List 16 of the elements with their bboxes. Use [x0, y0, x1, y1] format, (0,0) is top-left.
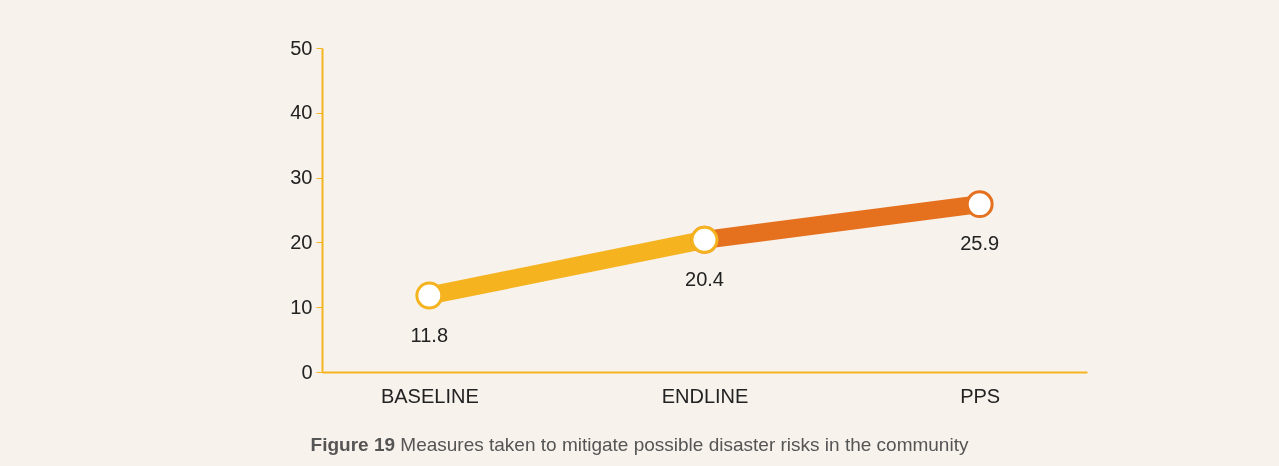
x-tick-label: ENDLINE: [661, 384, 749, 407]
y-tick-label: 50: [290, 36, 313, 59]
text: Figure 19: [310, 434, 396, 455]
y-tick-label: 10: [290, 295, 313, 318]
text: Measures taken to mitigate possible disaster risks in the community: [400, 434, 969, 455]
x-tick-label: BASELINE: [380, 384, 479, 407]
y-tick-label: 30: [290, 166, 313, 189]
data-label: 11.8: [410, 323, 449, 346]
y-tick-label: 0: [301, 360, 313, 383]
data-label: 25.9: [960, 232, 1000, 255]
point: [965, 190, 994, 219]
x-tick-label: PPS: [960, 384, 1001, 407]
y-tick-label: 40: [290, 101, 313, 124]
y-tick-label: 20: [290, 230, 313, 253]
data-label: 20.4: [685, 267, 724, 290]
point: [415, 281, 444, 310]
